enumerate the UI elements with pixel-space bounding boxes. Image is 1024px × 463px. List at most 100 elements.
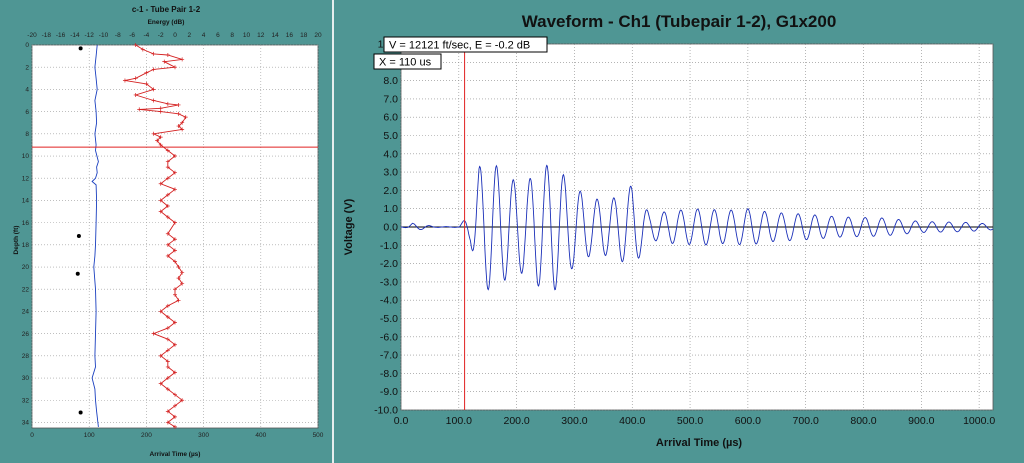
right-plot-area: -10.0 -9.0 -8.0 -7.0 -6.0 -5.0 -4.0 -3.0 -2.0 -1.… xyxy=(374,39,995,428)
voltage-tick-label: 5.0 xyxy=(383,130,398,142)
voltage-tick-label: -5.0 xyxy=(380,313,398,325)
depth-axis-label: Depth (ft) xyxy=(13,226,20,255)
voltage-tick-label: 7.0 xyxy=(383,93,398,105)
info-box-velocity: V = 12121 ft/sec, E = -0.2 dB xyxy=(383,36,548,53)
energy-tick-label: 12 xyxy=(257,32,265,39)
energy-point xyxy=(165,242,170,247)
energy-point xyxy=(173,403,177,408)
energy-tick-label: -20 xyxy=(27,32,37,39)
panel-divider xyxy=(332,0,334,463)
energy-point xyxy=(176,265,181,270)
energy-point xyxy=(180,281,185,286)
energy-point xyxy=(133,76,138,81)
depth-tick-label: 18 xyxy=(22,242,30,249)
energy-point xyxy=(151,87,156,92)
energy-point xyxy=(165,101,170,106)
depth-tick-label: 28 xyxy=(22,353,30,360)
time-tick-label: 1000.0 xyxy=(963,415,995,427)
energy-tick-label: 0 xyxy=(173,32,177,39)
voltage-tick-label: -4.0 xyxy=(380,295,398,307)
voltage-tick-label: 1.0 xyxy=(383,203,398,215)
energy-point xyxy=(176,276,181,281)
energy-point xyxy=(165,215,170,220)
energy-tick-label: -2 xyxy=(158,32,164,39)
arrival-tick-label: 400 xyxy=(255,432,266,439)
arrival-tick-label: 100 xyxy=(84,432,95,439)
energy-point xyxy=(173,320,177,325)
voltage-axis-label: Voltage (V) xyxy=(343,198,355,255)
energy-point xyxy=(176,298,181,303)
energy-point xyxy=(173,170,177,175)
anomaly-marker xyxy=(76,233,81,238)
voltage-tick-label: -2.0 xyxy=(380,258,398,270)
waveform-chart: Waveform - Ch1 (Tubepair 1-2), G1x200 Vo… xyxy=(343,12,995,449)
depth-tick-label: 16 xyxy=(22,220,30,227)
anomaly-marker xyxy=(75,271,80,276)
energy-point xyxy=(180,120,185,125)
voltage-tick-label: -3.0 xyxy=(380,276,398,288)
energy-point xyxy=(165,409,170,414)
depth-tick-label: 14 xyxy=(22,198,30,205)
energy-point xyxy=(155,138,160,143)
energy-tick-label: 14 xyxy=(271,32,279,39)
time-tick-label: 500.0 xyxy=(677,415,703,427)
energy-point xyxy=(165,420,170,425)
energy-point xyxy=(165,203,170,208)
depth-tick-label: 2 xyxy=(25,64,29,71)
energy-tick-label: 4 xyxy=(202,32,206,39)
energy-point xyxy=(165,337,170,342)
energy-point xyxy=(173,248,177,253)
energy-point xyxy=(173,292,177,297)
depth-tick-label: 12 xyxy=(22,175,30,182)
energy-point xyxy=(165,231,170,236)
energy-point xyxy=(173,370,177,375)
energy-point xyxy=(165,148,170,153)
energy-tick-label: 18 xyxy=(300,32,308,39)
energy-point xyxy=(140,47,145,52)
arrival-tick-label: 300 xyxy=(198,432,209,439)
energy-point xyxy=(133,43,138,47)
energy-point xyxy=(180,57,185,62)
depth-tick-label: 30 xyxy=(22,375,30,382)
energy-point xyxy=(173,220,177,225)
energy-point xyxy=(151,98,156,103)
energy-point xyxy=(158,142,163,147)
energy-point xyxy=(173,65,177,70)
energy-point xyxy=(137,107,142,112)
arrival-axis-label: Arrival Time (µs) xyxy=(150,451,201,458)
energy-point xyxy=(158,209,163,214)
energy-point xyxy=(173,237,177,242)
energy-point xyxy=(158,198,163,203)
voltage-tick-label: 6.0 xyxy=(383,112,398,124)
waveform-series xyxy=(401,164,994,291)
voltage-tick-label: -9.0 xyxy=(380,386,398,398)
depth-profile-chart: c-1 - Tube Pair 1-2 Energy (dB) Depth (f… xyxy=(13,5,324,458)
energy-tick-label: -4 xyxy=(144,32,150,39)
velocity-energy-readout: V = 12121 ft/sec, E = -0.2 dB xyxy=(389,40,530,52)
arrival-tick-label: 500 xyxy=(313,432,324,439)
time-tick-label: 400.0 xyxy=(619,415,645,427)
energy-point xyxy=(165,314,170,319)
energy-point xyxy=(173,187,177,192)
energy-point xyxy=(176,111,181,116)
voltage-tick-label: 2.0 xyxy=(383,185,398,197)
voltage-tick-label: 8.0 xyxy=(383,75,398,87)
voltage-tick-label: -7.0 xyxy=(380,350,398,362)
energy-point xyxy=(144,81,149,86)
energy-point xyxy=(165,387,170,392)
energy-point xyxy=(173,154,177,159)
arrival-time-series xyxy=(91,44,99,427)
energy-point xyxy=(158,309,163,314)
time-tick-label: 900.0 xyxy=(908,415,934,427)
energy-tick-label: -6 xyxy=(129,32,135,39)
voltage-tick-label: 4.0 xyxy=(383,148,398,160)
energy-tick-label: 10 xyxy=(243,32,251,39)
anomaly-marker xyxy=(78,410,83,415)
time-tick-label: 0.0 xyxy=(394,415,409,427)
energy-point xyxy=(173,342,177,347)
left-panel: c-1 - Tube Pair 1-2 Energy (dB) Depth (f… xyxy=(0,0,332,463)
depth-tick-label: 6 xyxy=(25,109,29,116)
depth-tick-label: 22 xyxy=(22,286,30,293)
energy-point xyxy=(180,398,185,403)
energy-point xyxy=(165,52,170,57)
